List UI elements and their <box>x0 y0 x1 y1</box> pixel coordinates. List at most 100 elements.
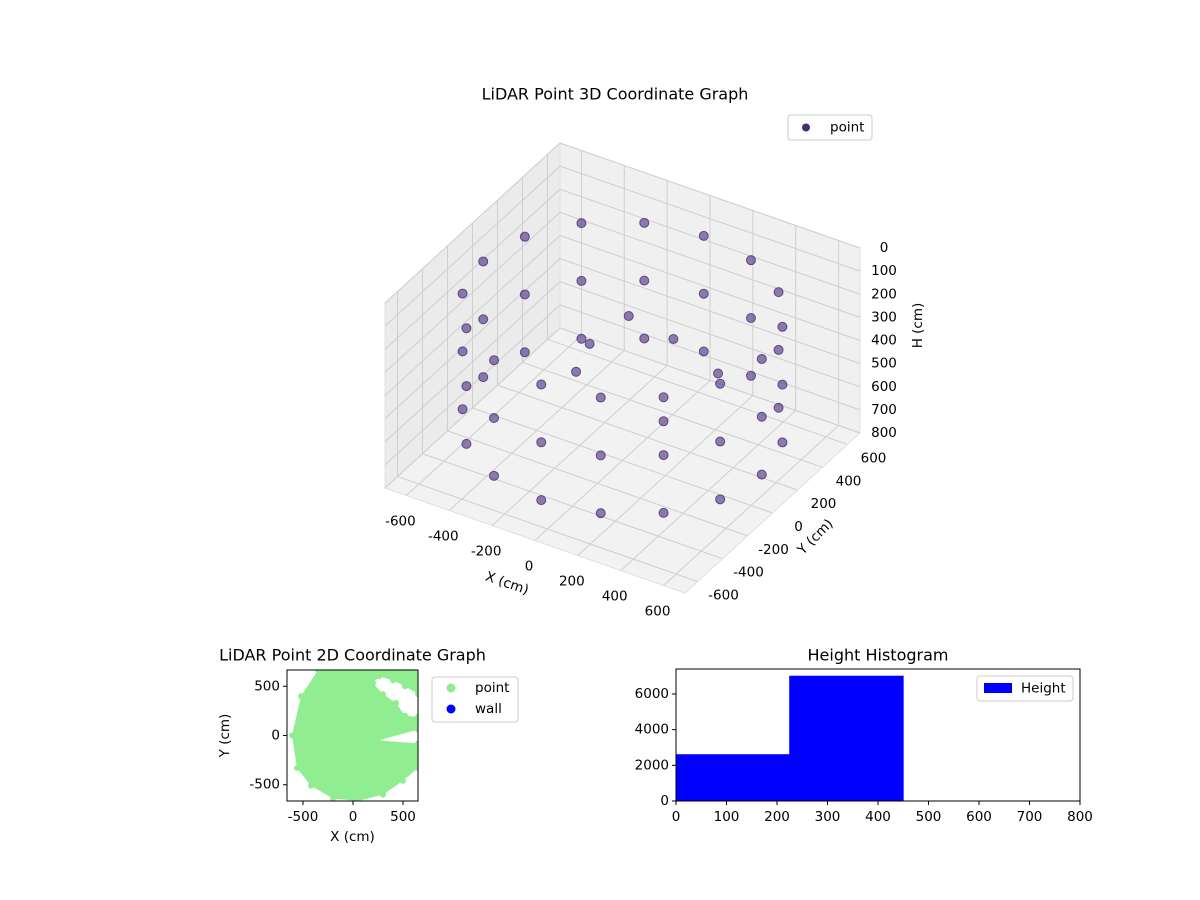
plot-area <box>676 675 904 801</box>
y-tick-label: 400 <box>836 473 862 489</box>
z-tick-label: 200 <box>871 286 897 302</box>
x-tick-label: 100 <box>714 809 740 825</box>
point <box>393 699 399 706</box>
grid-line <box>384 281 861 443</box>
x-tick-label: 500 <box>916 809 942 825</box>
point <box>777 321 788 332</box>
point <box>478 314 489 325</box>
x-tick-label: -500 <box>288 809 319 825</box>
point <box>777 379 788 390</box>
point <box>773 402 784 413</box>
z-tick-label: 100 <box>871 263 897 279</box>
point <box>402 670 408 673</box>
point <box>576 218 587 229</box>
chart-title: LiDAR Point 2D Coordinate Graph <box>219 646 486 665</box>
x-tick-label: 700 <box>1017 809 1043 825</box>
point <box>715 378 726 389</box>
y-tick-label: 600 <box>861 450 887 466</box>
legend-patch <box>984 683 1012 693</box>
legend-label: wall <box>475 701 502 717</box>
point <box>519 289 530 300</box>
x-tick-label: -200 <box>471 544 502 560</box>
bar <box>676 754 791 801</box>
point <box>400 777 406 784</box>
legend-label: point <box>830 120 864 136</box>
point <box>376 673 382 680</box>
point <box>756 353 767 364</box>
point <box>298 693 304 700</box>
point <box>713 368 724 379</box>
chart-title: Height Histogram <box>808 646 949 665</box>
point <box>461 438 472 449</box>
y-tick-label: -400 <box>733 565 764 581</box>
legend-marker <box>446 704 456 714</box>
point <box>415 670 418 673</box>
point <box>745 255 756 266</box>
point <box>519 347 530 358</box>
z-tick-label: 800 <box>871 425 897 441</box>
point <box>698 230 709 241</box>
grid-line <box>384 304 861 466</box>
legend-label: point <box>475 680 509 696</box>
x-tick-label: 500 <box>390 809 416 825</box>
point <box>639 217 650 228</box>
z-tick-label: 0 <box>880 240 889 256</box>
y-tick-label: -200 <box>758 542 789 558</box>
point <box>536 437 547 448</box>
y-tick-label: 4000 <box>635 722 669 738</box>
z-tick-label: 600 <box>871 379 897 395</box>
point <box>415 713 418 720</box>
point <box>595 450 606 461</box>
y-tick-label: 200 <box>811 496 837 512</box>
point <box>658 450 669 461</box>
x-tick-label: 600 <box>645 604 671 620</box>
point <box>519 231 530 242</box>
point <box>745 312 756 323</box>
point <box>698 346 709 357</box>
y-tick-label: 0 <box>794 519 803 535</box>
x-axis-label: X (cm) <box>330 829 375 845</box>
x-tick-label: -600 <box>385 514 416 530</box>
point <box>571 366 582 377</box>
point <box>536 379 547 390</box>
point <box>308 782 314 789</box>
x-tick-label: 0 <box>672 809 681 825</box>
point <box>489 355 500 366</box>
point <box>658 416 669 427</box>
point <box>478 372 489 383</box>
point <box>595 508 606 519</box>
z-tick-label: 700 <box>871 402 897 418</box>
point <box>315 670 321 673</box>
point <box>658 392 669 403</box>
y-tick-label: 0 <box>660 793 669 809</box>
legend-marker <box>446 683 456 693</box>
point <box>639 333 650 344</box>
grid-line <box>384 142 861 304</box>
point <box>777 437 788 448</box>
x-axis-label: X (cm) <box>483 569 530 599</box>
point <box>370 680 376 687</box>
point <box>576 275 587 286</box>
grid-line <box>384 234 861 396</box>
grid-line <box>384 188 861 350</box>
x-tick-label: -400 <box>428 529 459 545</box>
y-axis-label: Y (cm) <box>217 714 233 759</box>
chart-title: LiDAR Point 3D Coordinate Graph <box>482 85 749 104</box>
point <box>756 411 767 422</box>
point <box>461 381 472 392</box>
bar <box>789 675 904 801</box>
point <box>457 288 468 299</box>
x-tick-label: 0 <box>525 559 534 575</box>
point <box>489 413 500 424</box>
y-tick-label: 0 <box>271 728 280 744</box>
point <box>536 495 547 506</box>
legend-box <box>976 675 1074 702</box>
x-tick-label: 400 <box>602 589 628 605</box>
grid-line <box>384 211 861 373</box>
z-tick-label: 500 <box>871 356 897 372</box>
point <box>639 275 650 286</box>
x-tick-label: 800 <box>1067 809 1093 825</box>
point <box>584 338 595 349</box>
point <box>478 256 489 267</box>
